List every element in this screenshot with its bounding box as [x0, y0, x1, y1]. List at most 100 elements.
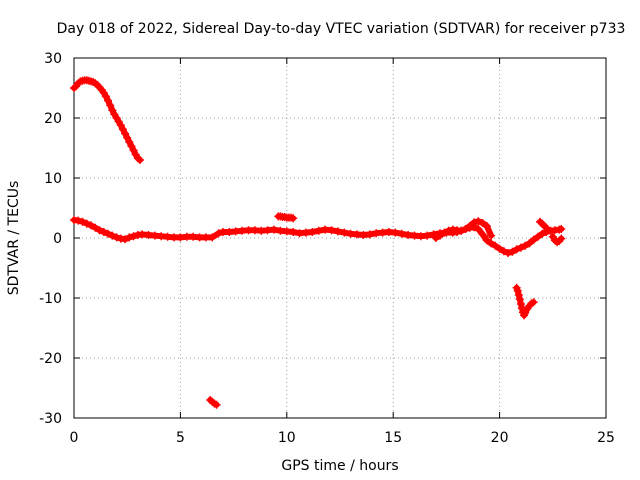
data-point [87, 221, 95, 230]
data-point [99, 228, 108, 236]
data-point [118, 125, 127, 134]
data-point [533, 232, 542, 241]
data-point [101, 92, 110, 101]
x-tick-label: 5 [176, 430, 185, 446]
data-point [123, 133, 132, 142]
y-tick-label: 10 [44, 171, 62, 187]
x-tick-label: 15 [384, 430, 402, 446]
y-tick-label: 30 [44, 51, 62, 67]
data-point [513, 286, 522, 295]
data-point [340, 228, 349, 237]
data-point [314, 226, 323, 235]
data-point [108, 231, 117, 240]
series-early-arc [70, 76, 144, 164]
chart-title: Day 018 of 2022, Sidereal Day-to-day VTE… [57, 21, 626, 37]
x-tick-label: 10 [278, 430, 296, 446]
data-point [108, 106, 117, 115]
data-point [121, 235, 130, 244]
data-point [82, 219, 91, 228]
series-segment-near-22h [536, 217, 551, 232]
data-point [487, 239, 496, 248]
y-tick-label: -30 [39, 411, 62, 427]
data-point [478, 230, 487, 239]
data-point [436, 231, 444, 240]
data-point [129, 146, 138, 155]
data-point [516, 300, 525, 308]
data-point [521, 241, 530, 250]
data-point [529, 298, 538, 307]
series-secondary-trace [431, 217, 496, 242]
data-point [514, 291, 523, 299]
data-point [423, 231, 432, 240]
x-tick-label: 20 [491, 430, 509, 446]
data-point [391, 228, 400, 237]
data-point [474, 217, 483, 226]
data-point [516, 243, 525, 252]
data-point [270, 225, 278, 234]
data-point [461, 225, 470, 233]
data-point [327, 226, 336, 235]
data-point [74, 216, 83, 225]
series-dip-near-21h [512, 283, 538, 320]
series-small-segment-near-22.6h [548, 232, 566, 247]
data-point [289, 228, 298, 236]
data-point [499, 247, 508, 256]
y-tick-label: -10 [39, 291, 62, 307]
data-point [112, 233, 121, 242]
series-main-trace [70, 216, 566, 257]
y-tick-label: 20 [44, 111, 62, 127]
data-point [457, 226, 466, 235]
x-tick-label: 25 [597, 430, 615, 446]
data-point [470, 218, 479, 227]
data-point [104, 96, 112, 105]
data-point [365, 230, 374, 239]
data-point [431, 234, 440, 242]
data-point [512, 245, 521, 254]
data-point [212, 400, 221, 409]
y-tick-label: -20 [39, 351, 62, 367]
series-band [537, 218, 550, 231]
data-point [125, 233, 134, 242]
data-point [529, 235, 538, 244]
data-point [440, 228, 449, 237]
series-segment-near-10h [274, 212, 298, 223]
data-point [508, 247, 517, 256]
y-tick-label: 0 [53, 231, 62, 247]
data-point [333, 227, 342, 236]
data-point [474, 225, 483, 233]
data-point [482, 222, 491, 230]
data-point [289, 214, 298, 223]
data-point [397, 229, 406, 238]
data-point [106, 101, 115, 110]
data-point [525, 239, 534, 248]
data-point [214, 229, 223, 238]
axis-ticks: 0 5 10 15 20 25 -30 -20 -10 0 10 20 30 [39, 51, 615, 446]
data-point [91, 223, 100, 232]
data-point [465, 222, 474, 230]
data-point [542, 223, 551, 232]
data-point [127, 142, 136, 151]
series-isolated-segment-near--27 [206, 396, 221, 409]
data-point [487, 231, 496, 240]
x-tick-label: 0 [70, 430, 79, 446]
data-point [129, 232, 138, 241]
data-point [504, 249, 513, 257]
data-point [125, 138, 134, 146]
data-point [482, 236, 491, 245]
x-axis-label: GPS time / hours [281, 458, 398, 474]
data-point [557, 234, 566, 243]
data-point [136, 156, 144, 164]
data-points [70, 76, 566, 409]
data-point [116, 121, 125, 130]
data-point [495, 244, 504, 253]
data-point [491, 241, 500, 250]
data-point [78, 217, 87, 226]
data-point [557, 225, 566, 233]
data-point [104, 229, 112, 238]
data-point [95, 226, 104, 235]
data-point [538, 229, 547, 238]
data-point [444, 226, 453, 235]
data-point [308, 228, 317, 236]
data-point [521, 309, 530, 317]
